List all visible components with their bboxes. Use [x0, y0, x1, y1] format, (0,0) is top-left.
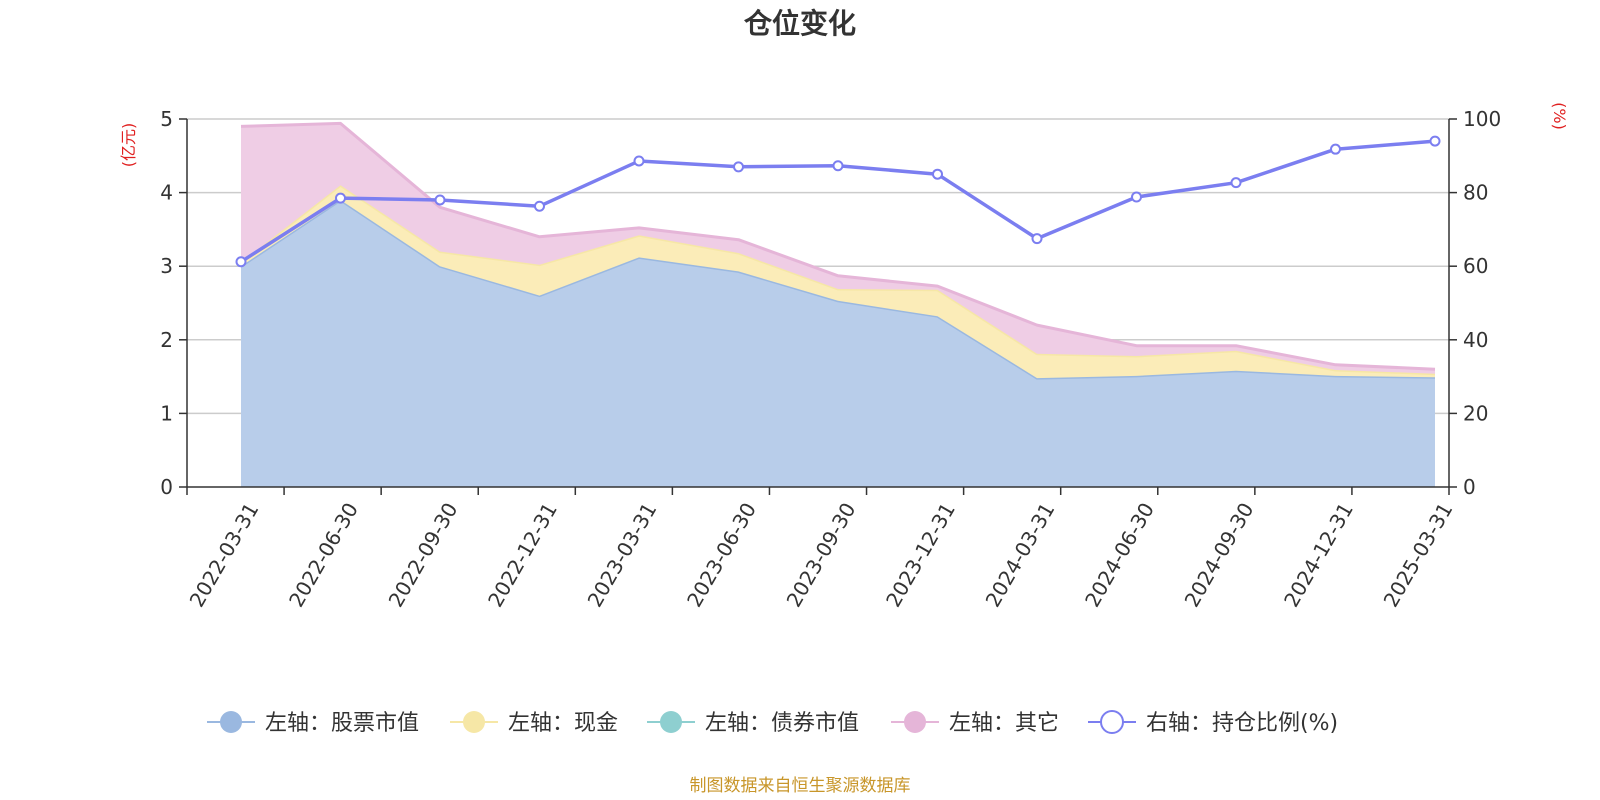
- right-axis-tick-label: 60: [1463, 254, 1488, 278]
- x-axis-tick-label: 2024-03-31: [981, 499, 1060, 612]
- left-axis-tick-label: 0: [160, 475, 173, 499]
- area-layer: [240, 121, 1436, 487]
- line-point[interactable]: [1330, 143, 1341, 155]
- line-point[interactable]: [1429, 135, 1441, 147]
- right-axis-unit: (%): [1550, 102, 1569, 130]
- x-axis-tick-label: 2022-03-31: [185, 499, 264, 612]
- legend-label: 左轴：股票市值: [265, 711, 419, 736]
- x-axis-tick-label: 2022-09-30: [384, 499, 463, 612]
- legend-label: 左轴：债券市值: [705, 711, 859, 736]
- legend-marker: [220, 711, 242, 733]
- legend-marker: [660, 711, 682, 733]
- area-左轴：股票市值: [241, 200, 1435, 487]
- x-axis-tick-label: 2023-03-31: [583, 499, 662, 612]
- right-axis-tick-label: 40: [1463, 328, 1488, 352]
- line-point[interactable]: [932, 168, 943, 180]
- x-axis-tick-label: 2024-12-31: [1279, 499, 1358, 612]
- x-axis-tick-label: 2023-12-31: [881, 499, 960, 612]
- line-point[interactable]: [1230, 177, 1242, 189]
- right-axis-tick-label: 0: [1463, 475, 1476, 499]
- legend-marker: [904, 711, 926, 733]
- legend-item[interactable]: 左轴：其它: [891, 711, 1059, 736]
- right-axis-tick-label: 20: [1463, 401, 1488, 425]
- x-axis-tick-label: 2022-06-30: [284, 499, 363, 612]
- legend-label: 左轴：现金: [508, 711, 618, 736]
- area-edge-左轴：其它: [240, 121, 1436, 371]
- line-point[interactable]: [733, 161, 744, 173]
- x-axis-tick-label: 2022-12-31: [483, 499, 562, 612]
- legend-label: 右轴：持仓比例(%): [1146, 711, 1338, 736]
- right-axis-tick-label: 80: [1463, 181, 1488, 205]
- x-axis-tick-label: 2024-06-30: [1080, 499, 1159, 612]
- area-左轴：其它: [241, 123, 1435, 374]
- left-axis-tick-label: 1: [160, 401, 173, 425]
- x-axis-tick-label: 2023-09-30: [782, 499, 861, 612]
- line-layer: [235, 135, 1441, 268]
- line-point[interactable]: [335, 192, 346, 204]
- left-axis-tick-label: 4: [160, 181, 173, 205]
- line-point[interactable]: [633, 155, 645, 167]
- x-axis-tick-label: 2023-06-30: [682, 499, 761, 612]
- right-axis-tick-label: 100: [1463, 107, 1501, 131]
- chart-title: 仓位变化: [744, 7, 856, 40]
- line-point[interactable]: [434, 194, 446, 206]
- line-point[interactable]: [832, 160, 844, 172]
- left-axis-tick-label: 3: [160, 254, 173, 278]
- line-point[interactable]: [235, 256, 247, 268]
- legend-marker: [1100, 710, 1124, 734]
- legend-item[interactable]: 左轴：股票市值: [207, 711, 419, 736]
- x-axis-tick-label: 2024-09-30: [1180, 499, 1259, 612]
- legend-marker: [463, 711, 485, 733]
- legend-item[interactable]: 左轴：债券市值: [647, 711, 859, 736]
- source-note: 制图数据来自恒生聚源数据库: [690, 776, 911, 796]
- legend-item[interactable]: 左轴：现金: [450, 711, 618, 736]
- x-axis-tick-label: 2025-03-31: [1379, 499, 1458, 612]
- line-point[interactable]: [534, 200, 545, 212]
- area-左轴：现金: [241, 185, 1435, 379]
- left-axis-tick-label: 2: [160, 328, 173, 352]
- legend: 左轴：股票市值 左轴：现金 左轴：债券市值 左轴：其它 右轴：持仓比例(%): [207, 710, 1338, 736]
- left-axis-unit: (亿元): [119, 123, 138, 168]
- legend-item[interactable]: 右轴：持仓比例(%): [1088, 710, 1338, 736]
- legend-label: 左轴：其它: [949, 711, 1059, 736]
- line-point[interactable]: [1031, 233, 1043, 245]
- left-axis-tick-label: 5: [160, 107, 173, 131]
- line-point[interactable]: [1131, 191, 1142, 203]
